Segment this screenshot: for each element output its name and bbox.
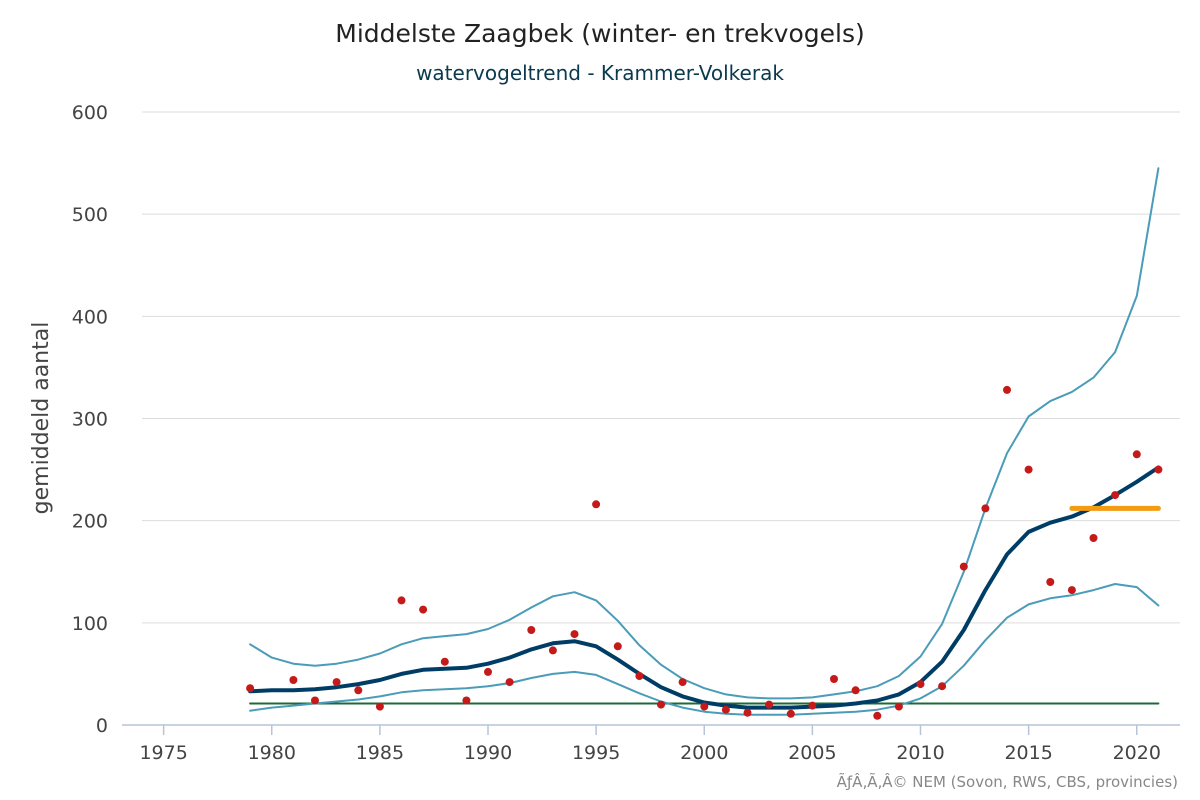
x-tick-label: 2010 bbox=[896, 742, 944, 764]
x-axis-ticks: 1975 1980 1985 1990 1995 2000 2005 2010 2015 2020 bbox=[122, 724, 1180, 764]
credit-text: ÃƒÂ‚Ã‚Â© NEM (Sovon, RWS, CBS, provincie… bbox=[837, 772, 1178, 791]
x-tick-label: 1980 bbox=[248, 742, 296, 764]
observed-points bbox=[246, 385, 1163, 720]
observed-point bbox=[505, 678, 514, 687]
observed-point bbox=[332, 678, 341, 687]
observed-point bbox=[440, 657, 449, 666]
observed-point bbox=[873, 711, 882, 720]
observed-point bbox=[375, 702, 384, 711]
observed-point bbox=[527, 626, 536, 634]
x-tick-label: 1985 bbox=[356, 742, 404, 764]
observed-point bbox=[678, 678, 687, 687]
observed-point bbox=[765, 700, 774, 709]
observed-point bbox=[592, 500, 601, 509]
observed-point bbox=[786, 709, 795, 718]
trend-line bbox=[248, 465, 1161, 710]
observed-point bbox=[851, 686, 860, 695]
observed-point bbox=[1132, 450, 1141, 459]
observed-point bbox=[311, 696, 319, 705]
y-tick-label: 500 bbox=[72, 204, 108, 226]
observed-point bbox=[397, 596, 406, 605]
observed-point bbox=[808, 701, 817, 710]
observed-point bbox=[354, 686, 363, 695]
x-tick-label: 1975 bbox=[139, 742, 187, 764]
x-tick-label: 2015 bbox=[1004, 742, 1052, 764]
chart-subtitle: watervogeltrend - Krammer-Volkerak bbox=[416, 61, 784, 85]
observed-point bbox=[743, 708, 752, 717]
observed-point bbox=[959, 562, 968, 571]
observed-point bbox=[1067, 586, 1076, 595]
observed-point bbox=[548, 646, 557, 655]
y-axis-ticks: 0 100 200 300 400 500 600 bbox=[72, 102, 108, 737]
observed-point bbox=[1046, 578, 1055, 586]
y-tick-label: 300 bbox=[72, 409, 108, 431]
observed-point bbox=[657, 700, 665, 709]
y-tick-label: 400 bbox=[72, 306, 108, 328]
chart-title: Middelste Zaagbek (winter- en trekvogels… bbox=[335, 19, 865, 48]
x-tick-label: 1990 bbox=[464, 742, 512, 764]
gridlines bbox=[142, 111, 1180, 624]
observed-point bbox=[830, 675, 838, 683]
observed-point bbox=[1111, 491, 1120, 500]
x-tick-label: 2005 bbox=[788, 742, 836, 764]
observed-point bbox=[1089, 534, 1098, 542]
observed-point bbox=[1024, 465, 1033, 474]
observed-point bbox=[246, 684, 255, 693]
observed-point bbox=[938, 682, 947, 691]
lower-bound-line bbox=[249, 583, 1160, 716]
observed-point bbox=[894, 702, 903, 711]
observed-point bbox=[570, 630, 579, 639]
y-tick-label: 200 bbox=[72, 511, 108, 533]
observed-point bbox=[289, 676, 298, 684]
y-axis-label: gemiddeld aantal bbox=[29, 322, 54, 515]
x-tick-label: 1995 bbox=[572, 742, 620, 764]
observed-point bbox=[484, 667, 492, 676]
observed-point bbox=[419, 605, 428, 614]
y-tick-label: 100 bbox=[72, 613, 108, 635]
observed-point bbox=[1154, 465, 1163, 474]
observed-point bbox=[613, 642, 622, 651]
x-tick-label: 2020 bbox=[1113, 742, 1161, 764]
x-tick-label: 2000 bbox=[680, 742, 728, 764]
observed-point bbox=[635, 672, 644, 680]
upper-bound-line bbox=[249, 167, 1160, 700]
observed-point bbox=[462, 696, 471, 705]
observed-point bbox=[981, 504, 990, 513]
observed-point bbox=[916, 680, 925, 689]
series-layer bbox=[248, 167, 1161, 716]
observed-point bbox=[700, 702, 709, 711]
observed-point bbox=[1003, 385, 1011, 394]
observed-point bbox=[721, 705, 730, 714]
y-tick-label: 0 bbox=[96, 715, 108, 737]
y-tick-label: 600 bbox=[72, 102, 108, 124]
